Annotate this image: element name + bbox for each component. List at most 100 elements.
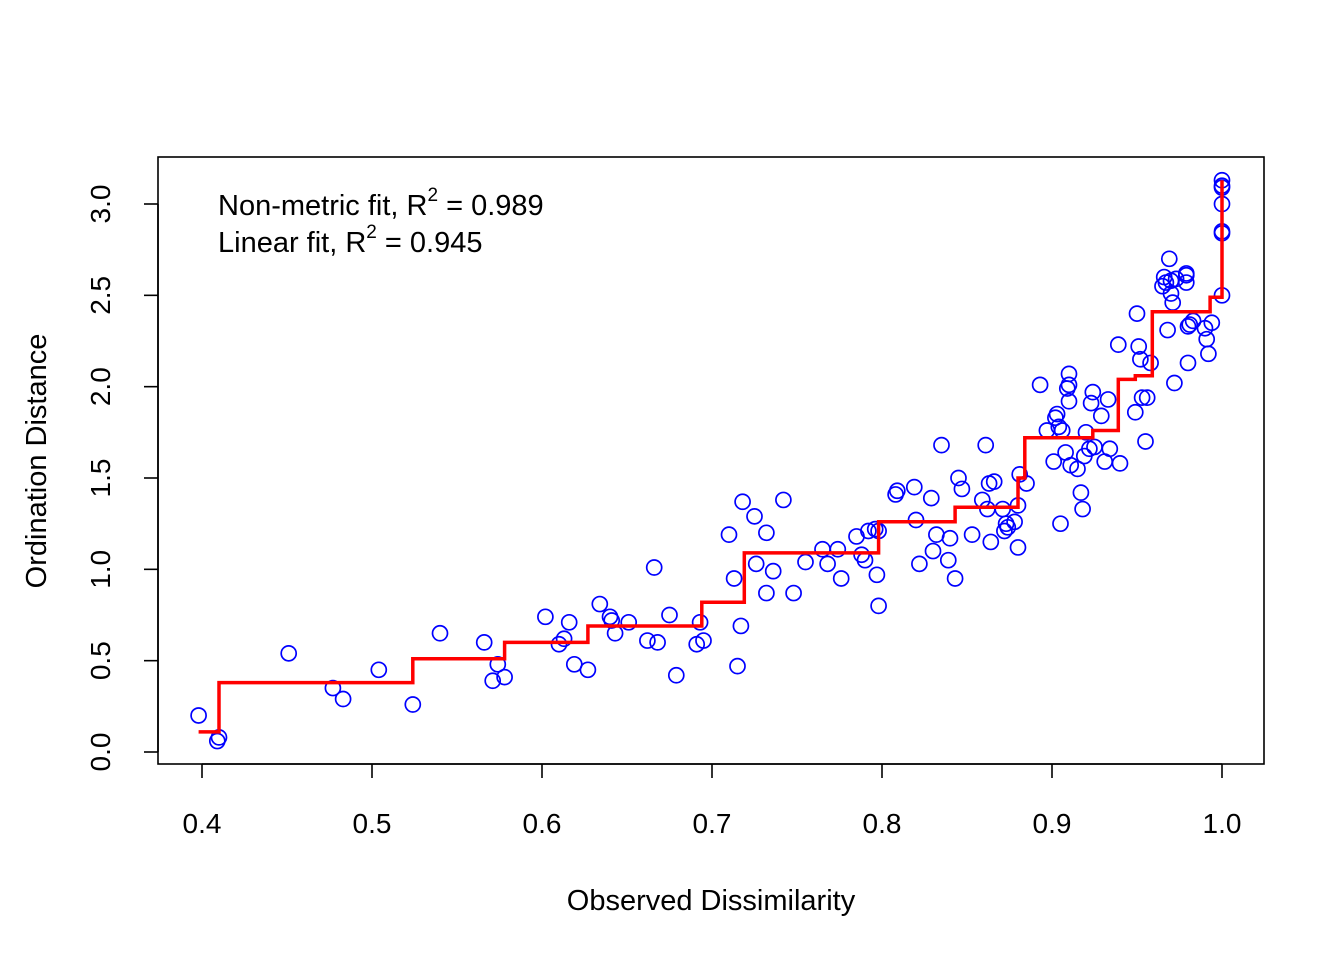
data-point [1048,405,1066,423]
data-point [1203,314,1221,332]
data-point [370,661,388,679]
data-point [963,526,981,543]
data-point [1045,453,1063,470]
data-point [1181,316,1199,333]
data-point [1006,513,1023,531]
data-point [973,491,991,509]
y-tick-label: 2.0 [85,367,116,406]
data-point [280,645,298,662]
data-point [950,469,967,487]
data-point [1086,438,1103,456]
data-point [489,655,507,673]
data-point [785,584,802,602]
data-point [1060,365,1078,383]
data-point [1053,422,1071,439]
data-point [1082,394,1100,412]
data-point [484,672,502,690]
data-point [941,529,959,547]
data-point [1179,318,1197,335]
data-point [579,661,597,679]
data-point [746,508,763,525]
data-point [924,542,942,560]
y-tick-label: 1.5 [85,459,116,498]
data-point [720,526,738,543]
data-point [996,522,1013,540]
data-point [1074,500,1091,518]
data-point [1069,460,1086,478]
data-point [1031,376,1049,394]
data-point [1162,285,1180,302]
data-point [747,555,765,573]
x-tick-label: 0.4 [183,808,222,839]
data-point [775,491,792,509]
data-point [1109,336,1127,354]
data-point [819,555,836,573]
data-point [695,632,712,649]
data-point [1167,270,1185,288]
y-tick-label: 1.0 [85,550,116,589]
data-point [560,613,578,631]
data-point [1052,515,1069,533]
data-point [732,617,750,635]
data-point [758,524,775,542]
data-point [797,553,814,571]
data-point [939,551,957,569]
x-tick-label: 1.0 [1203,808,1242,839]
data-point [946,570,964,587]
y-axis-title: Ordination Distance [21,334,53,589]
data-point [649,634,666,651]
data-point [404,696,422,713]
data-point [868,566,886,584]
data-point [888,482,906,500]
data-point [977,436,995,454]
data-point [1101,440,1119,458]
data-point [922,489,940,507]
legend-entry-suffix: = 0.989 [438,190,544,222]
data-point [431,624,449,642]
data-point [905,478,923,496]
data-point [661,606,678,624]
data-point [1177,274,1195,291]
legend-entry-superscript: 2 [427,185,438,206]
legend-entry-prefix: Linear fit, R [218,227,366,259]
x-tick-label: 0.8 [863,808,902,839]
data-point [591,595,609,613]
legend-entry: Linear fit, R2 = 0.945 [218,222,483,259]
data-point [645,559,663,576]
data-point [1084,383,1102,401]
x-tick-label: 0.7 [693,808,732,839]
data-point [1160,250,1178,268]
data-point [1050,418,1068,436]
data-point [928,526,945,543]
data-point [933,436,950,454]
data-point [537,608,554,626]
data-point [1099,391,1117,408]
x-tick-label: 0.6 [523,808,562,839]
legend-entry-superscript: 2 [366,222,377,243]
data-point [603,612,621,629]
data-point [729,657,746,675]
data-point [860,522,877,540]
data-point [1198,330,1216,348]
data-point [1060,376,1078,394]
data-point [907,511,925,529]
data-point [1177,265,1195,282]
data-point [1137,433,1154,450]
scatter-points [190,171,1231,750]
data-point [555,630,573,648]
data-point [994,500,1012,518]
data-point [565,655,583,673]
data-point [725,570,743,587]
data-point [758,584,775,602]
y-axis: 0.0 0.5 1.0 1.5 2.0 2.5 3.0 [85,185,159,772]
data-point [1009,539,1027,556]
data-point [1159,321,1176,339]
data-point [985,473,1003,491]
data-point [1072,484,1090,501]
y-tick-label: 0.0 [85,733,116,772]
data-point [866,520,884,538]
data-point [832,570,850,587]
data-point [334,690,352,708]
